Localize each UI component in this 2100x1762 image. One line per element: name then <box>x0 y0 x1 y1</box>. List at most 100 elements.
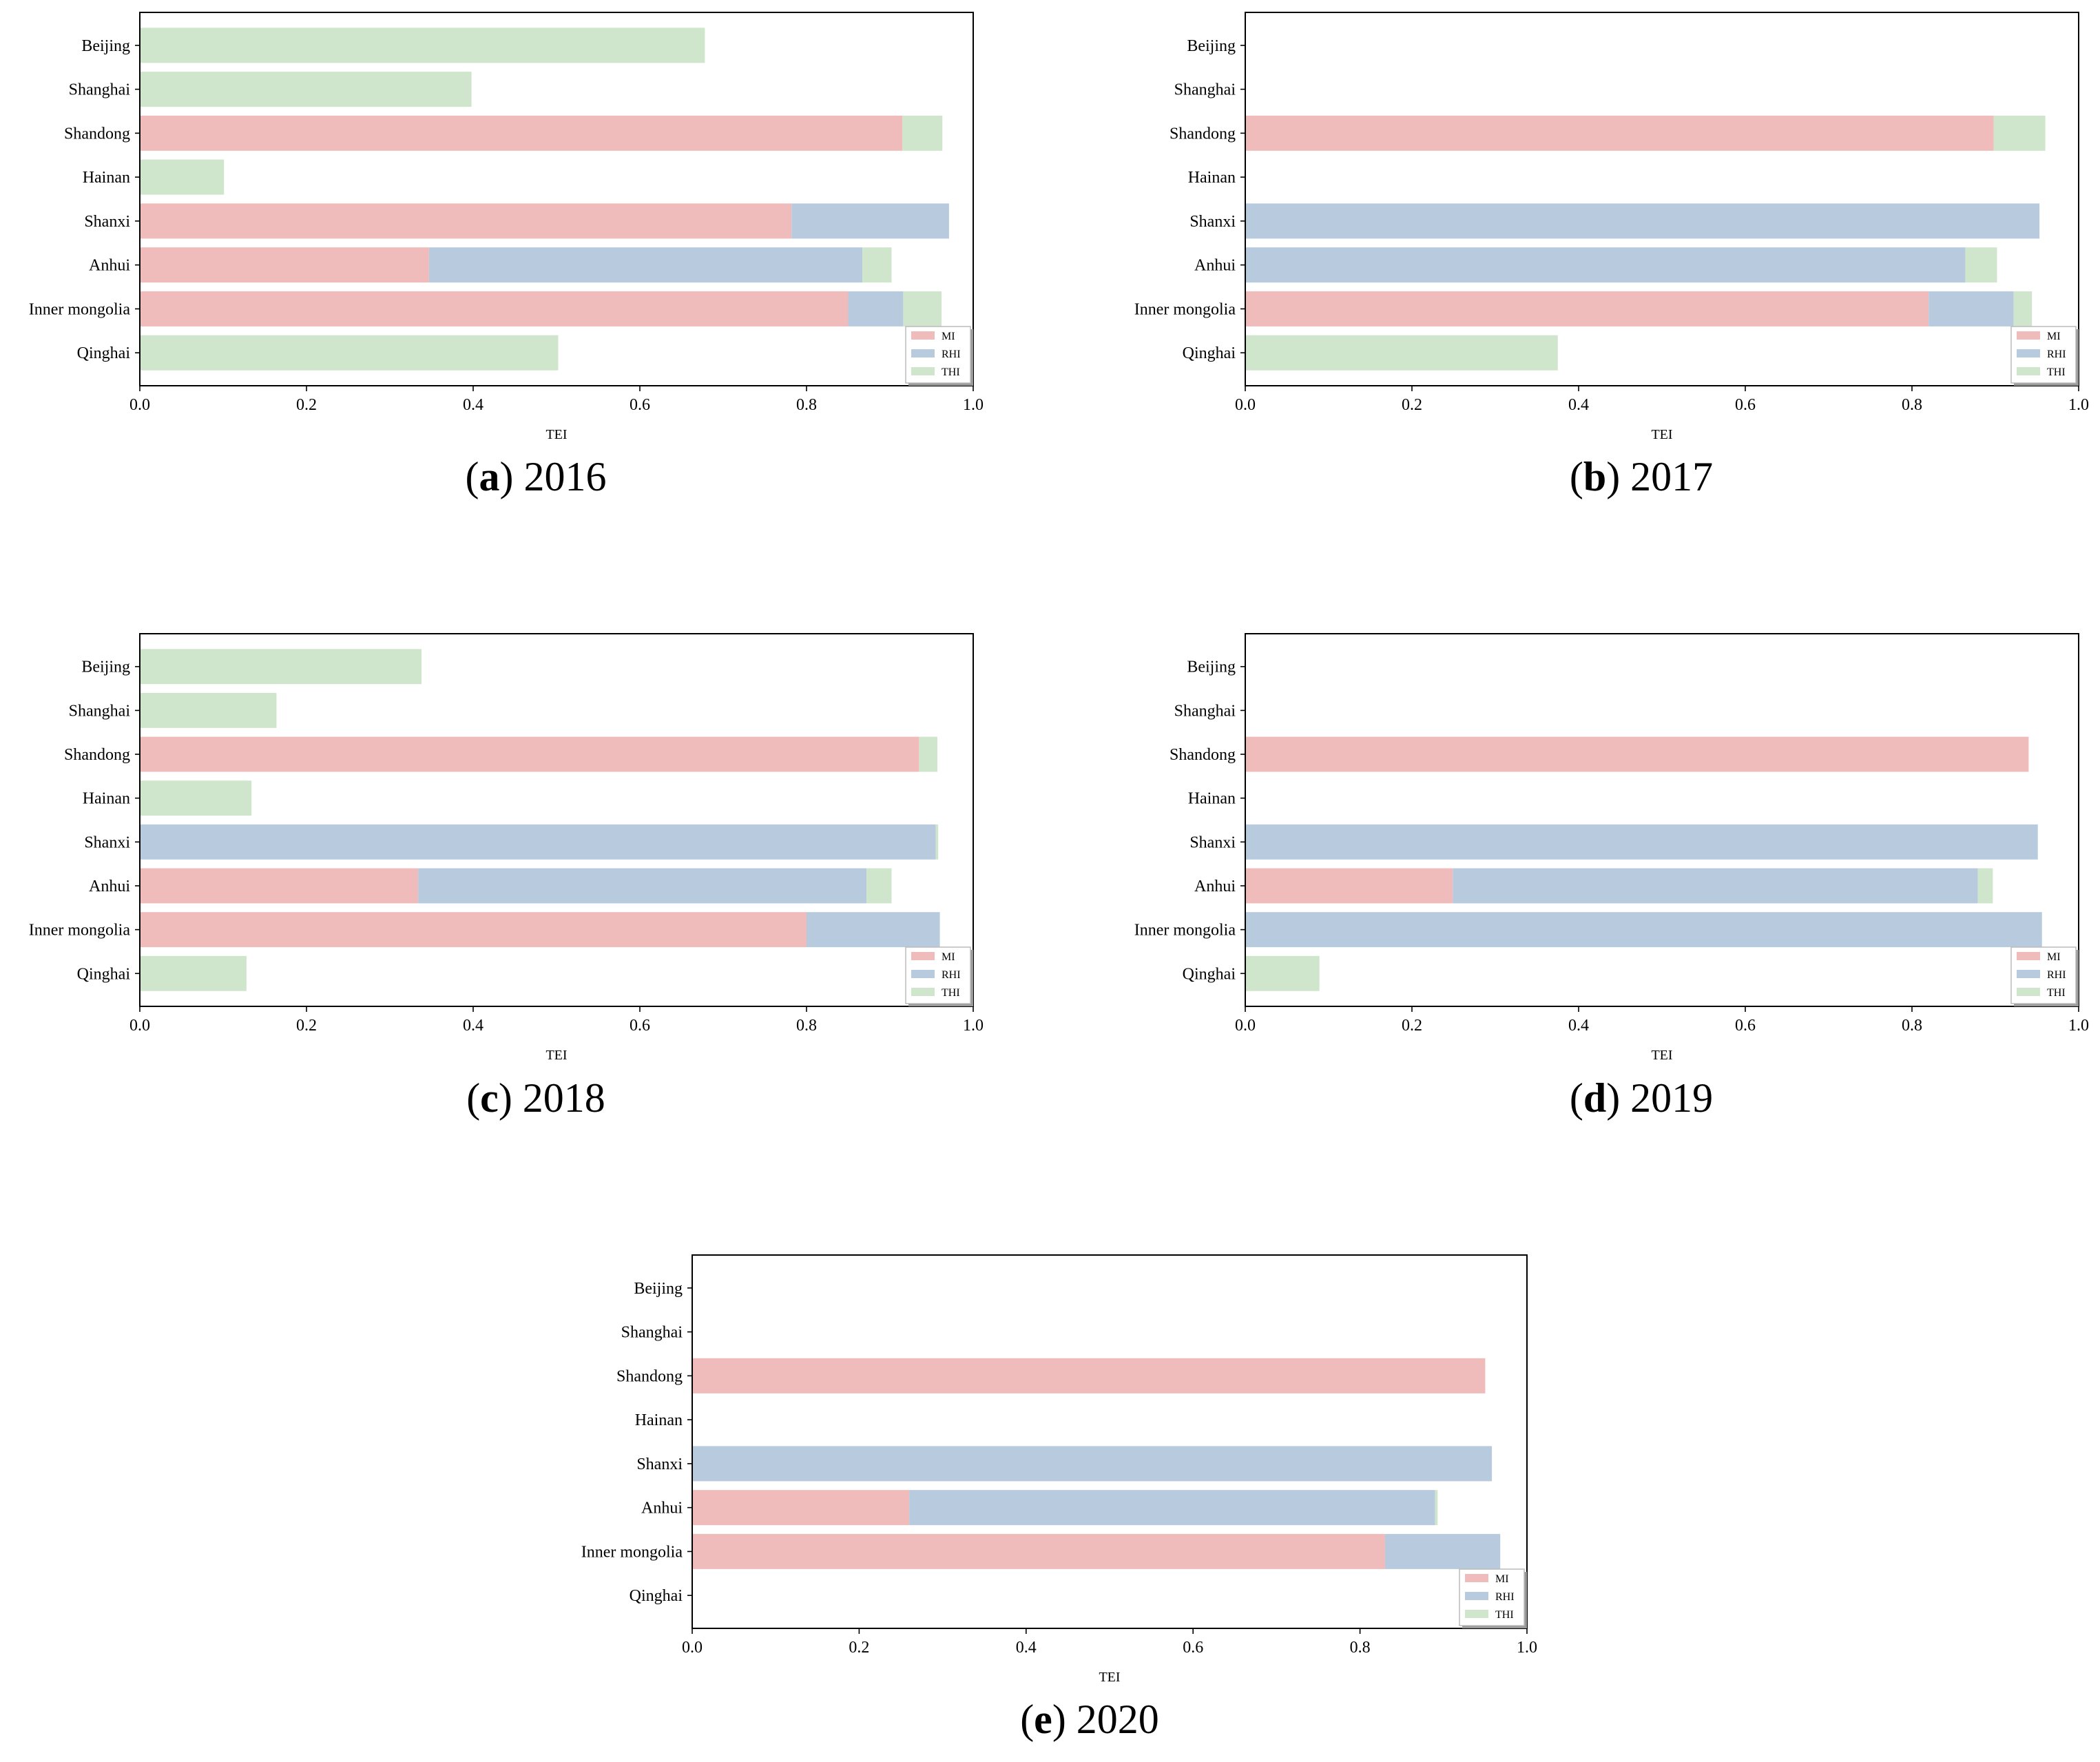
x-axis-label: TEI <box>545 1048 567 1063</box>
y-tick-label: Qinghai <box>77 344 131 362</box>
y-tick-label: Anhui <box>1194 257 1236 275</box>
plot-frame <box>692 1254 1528 1629</box>
bar-thi-anhui <box>1965 247 1997 283</box>
y-tick-label: Shandong <box>64 746 130 764</box>
y-tick-label: Beijing <box>1187 659 1236 676</box>
caption: (a) 2016 <box>466 454 607 499</box>
caption: (d) 2019 <box>1570 1075 1713 1121</box>
bar-mi-inner-mongolia <box>140 291 849 327</box>
y-tick-label: Shanghai <box>69 702 131 720</box>
bar-thi-anhui <box>862 247 892 283</box>
bar-thi-beijing <box>140 649 422 685</box>
caption-open-paren: ( <box>1570 454 1583 499</box>
legend-label-thi: THI <box>1495 1609 1514 1621</box>
bar-mi-anhui <box>140 868 419 904</box>
bar-rhi-shanxi <box>791 203 949 239</box>
legend-swatch-rhi <box>2017 970 2040 978</box>
caption-label: b <box>1583 454 1606 499</box>
y-tick-label: Shanxi <box>84 833 130 851</box>
caption-close-paren: ) <box>1052 1697 1077 1742</box>
x-tick-label: 0.6 <box>1183 1639 1203 1657</box>
x-tick-label: 0.0 <box>682 1639 703 1657</box>
legend-swatch-mi <box>911 952 935 960</box>
y-tick-label: Beijing <box>634 1280 683 1298</box>
legend: MI RHI THI <box>2010 326 2079 386</box>
legend-label-rhi: RHI <box>2047 969 2066 981</box>
legend-label-mi: MI <box>942 951 955 963</box>
x-axis-label: TEI <box>1651 427 1672 442</box>
legend-swatch-mi <box>1465 1574 1488 1582</box>
caption-close-paren: ) <box>500 454 524 499</box>
legend-swatch-thi <box>911 367 935 375</box>
caption-close-paren: ) <box>499 1075 523 1121</box>
y-tick-label: Hainan <box>1188 169 1236 187</box>
caption: (c) 2018 <box>466 1075 605 1121</box>
bar-thi-anhui <box>1435 1490 1438 1526</box>
x-tick-label: 0.8 <box>1902 396 1922 414</box>
bar-thi-hainan <box>140 159 225 195</box>
bar-mi-shandong <box>140 736 919 772</box>
legend-swatch-mi <box>911 331 935 340</box>
legend-label-mi: MI <box>2047 951 2061 963</box>
legend-label-mi: MI <box>2047 331 2061 342</box>
y-tick-label: Inner mongolia <box>1134 922 1236 940</box>
x-axis-label: TEI <box>1651 1048 1672 1063</box>
legend: MI RHI THI <box>1459 1568 1527 1628</box>
bar-rhi-inner-mongolia <box>1929 291 2014 327</box>
y-tick-label: Inner mongolia <box>581 1543 683 1561</box>
bar-thi-inner-mongolia <box>903 291 942 327</box>
x-tick-label: 0.0 <box>1235 1017 1256 1035</box>
chart-panel-2019: Beijing Shanghai Shandong Hainan Shanxi Anhui… <box>1134 633 2089 1121</box>
bar-rhi-shanxi <box>692 1446 1493 1482</box>
x-tick-label: 0.6 <box>1735 1017 1756 1035</box>
y-tick-label: Shanxi <box>1189 833 1236 851</box>
legend-label-mi: MI <box>1495 1573 1509 1585</box>
legend-swatch-rhi <box>2017 349 2040 357</box>
bar-rhi-anhui <box>1245 247 1966 283</box>
bar-thi-anhui <box>866 868 892 904</box>
y-tick-label: Inner mongolia <box>29 300 131 318</box>
x-tick-label: 0.8 <box>1350 1639 1371 1657</box>
caption-open-paren: ( <box>1020 1697 1034 1742</box>
y-tick-label: Qinghai <box>77 965 131 983</box>
legend: MI RHI THI <box>2010 946 2079 1006</box>
caption-open-paren: ( <box>1570 1075 1583 1121</box>
y-tick-label: Shanghai <box>1174 702 1236 720</box>
bar-rhi-shanxi <box>140 824 936 860</box>
x-tick-label: 0.2 <box>1402 1017 1422 1035</box>
x-axis-label: TEI <box>545 427 567 442</box>
legend-swatch-rhi <box>911 349 935 357</box>
legend-label-thi: THI <box>2047 987 2066 999</box>
legend: MI RHI THI <box>905 946 973 1006</box>
bar-thi-shandong <box>1993 115 2046 151</box>
legend-label-rhi: RHI <box>2047 349 2066 360</box>
y-tick-label: Shandong <box>616 1367 683 1385</box>
x-tick-label: 0.6 <box>630 1017 650 1035</box>
legend-swatch-mi <box>2017 952 2040 960</box>
legend-swatch-rhi <box>911 970 935 978</box>
x-tick-label: 0.4 <box>1016 1639 1037 1657</box>
x-tick-label: 0.4 <box>463 396 484 414</box>
bar-thi-shandong <box>902 115 943 151</box>
bar-thi-anhui <box>1977 868 1993 904</box>
y-tick-label: Shanghai <box>69 81 131 99</box>
x-tick-label: 0.8 <box>1902 1017 1922 1035</box>
bar-rhi-anhui <box>909 1490 1435 1526</box>
bar-rhi-inner-mongolia <box>807 912 940 948</box>
bar-rhi-inner-mongolia <box>1245 912 2042 948</box>
plot-frame <box>1245 633 2079 1007</box>
legend-swatch-thi <box>2017 988 2040 996</box>
bar-thi-shanghai <box>140 72 472 107</box>
caption: (b) 2017 <box>1570 454 1713 499</box>
legend: MI RHI THI <box>905 326 973 386</box>
y-tick-label: Shandong <box>1169 746 1236 764</box>
chart-panel-2018: Beijing Shanghai Shandong Hainan Shanxi Anhui… <box>29 633 984 1121</box>
bar-thi-shandong <box>919 736 937 772</box>
plot-frame <box>139 12 974 386</box>
caption-open-paren: ( <box>466 454 479 499</box>
legend-swatch-thi <box>911 988 935 996</box>
y-tick-label: Beijing <box>1187 37 1236 55</box>
y-tick-label: Hainan <box>635 1411 683 1429</box>
y-tick-label: Shanxi <box>636 1455 683 1473</box>
